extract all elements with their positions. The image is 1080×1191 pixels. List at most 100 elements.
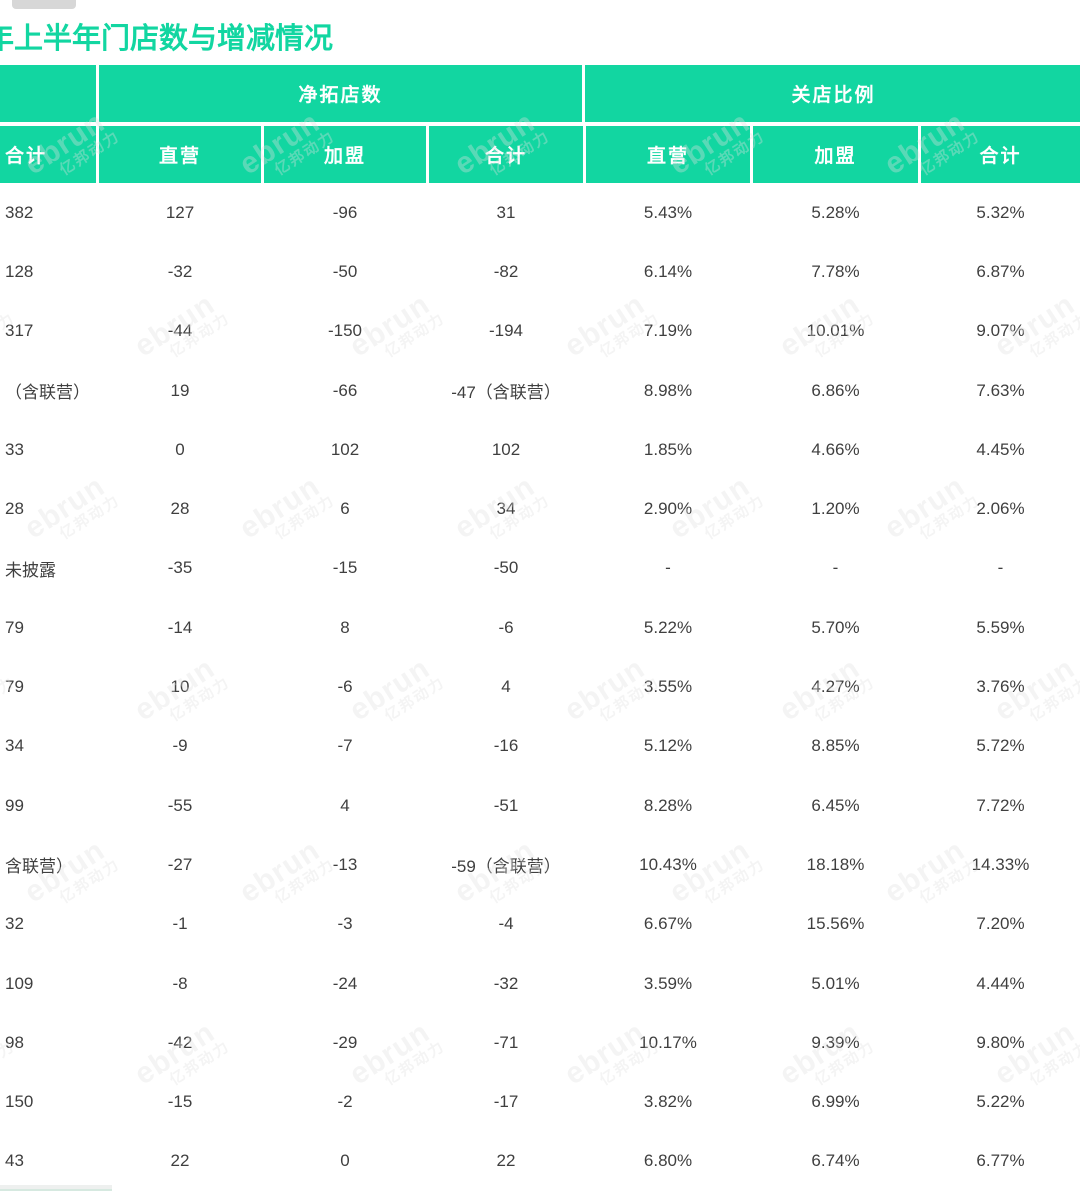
table-cell: -2 — [337, 1092, 353, 1112]
table-cell: -3 — [337, 914, 353, 934]
table-cell: （含联营） — [5, 383, 90, 403]
table-cell: 2.90% — [643, 499, 693, 519]
table-cell: 7.63% — [976, 380, 1025, 400]
table-cell: 0 — [175, 439, 185, 459]
table-cell: 5.32% — [976, 202, 1025, 222]
table-row: 79 -14 8 -6 5.22% 5.70% 5.59% — [0, 598, 1080, 657]
table-cell: 5.01% — [811, 973, 860, 993]
table-cell: 8.85% — [811, 736, 860, 756]
table-cell: 3.76% — [976, 677, 1025, 697]
table-cell: 98 — [5, 1032, 24, 1052]
table-cell: -59（含联营） — [451, 857, 561, 877]
table-cell: -32 — [493, 973, 519, 993]
table-cell: 150 — [5, 1092, 34, 1112]
table-cell: -82 — [493, 261, 519, 281]
subheader-net-total: 合计 — [429, 126, 583, 183]
table-cell: 14.33% — [971, 854, 1030, 874]
table-cell: 10.17% — [639, 1032, 697, 1052]
table-cell: 3.55% — [643, 677, 693, 697]
table-cell: -13 — [332, 854, 358, 874]
table-cell: -71 — [493, 1032, 519, 1052]
table-cell: 6.45% — [811, 795, 860, 815]
table-cell: -16 — [493, 736, 519, 756]
table-cell: -47（含联营） — [451, 383, 561, 403]
table-body: 382 127 -96 31 5.43% 5.28% 5.32% 128 -32 -50 -82 6.… — [0, 183, 1080, 1191]
subheader-net-franchise: 加盟 — [264, 126, 426, 183]
table-cell: 4.44% — [976, 973, 1025, 993]
table-row: 28 28 6 34 2.90% 1.20% 2.06% — [0, 479, 1080, 538]
table-cell: 22 — [170, 1151, 190, 1171]
table-cell: -96 — [332, 202, 358, 222]
subheader-total-left: 合计 — [0, 126, 96, 183]
table-cell: 128 — [5, 261, 34, 281]
table-cell: 109 — [5, 973, 34, 993]
table-cell: 6.67% — [643, 914, 693, 934]
table-cell: -55 — [167, 795, 193, 815]
table-row: 34 -9 -7 -16 5.12% 8.85% 5.72% — [0, 717, 1080, 776]
table-cell: 3.82% — [643, 1092, 693, 1112]
subheader-close-franchise: 加盟 — [753, 126, 918, 183]
table-cell: -66 — [332, 380, 358, 400]
bottom-edge-artifact — [0, 1185, 112, 1191]
table-cell: 317 — [5, 321, 34, 341]
table-cell: -50 — [332, 261, 358, 281]
header-group-net-expansion: 净拓店数 — [99, 65, 582, 122]
table-cell: 7.78% — [811, 261, 860, 281]
table-cell: -8 — [172, 973, 188, 993]
table-cell: 8.98% — [643, 380, 693, 400]
header-group-empty — [0, 65, 96, 122]
page-title: 年上半年门店数与增减情况 — [0, 23, 334, 55]
table-cell: 127 — [165, 202, 195, 222]
table-cell: -32 — [167, 261, 193, 281]
table-cell: 28 — [170, 499, 190, 519]
table-cell: -50 — [493, 558, 519, 578]
table-row: 含联营） -27 -13 -59（含联营） 10.43% 18.18% 14.33% — [0, 835, 1080, 894]
table-cell: -44 — [167, 321, 193, 341]
table-header-group-row: 净拓店数 关店比例 — [0, 65, 1080, 122]
table-cell: 9.07% — [976, 321, 1025, 341]
table-cell: 6.14% — [643, 261, 693, 281]
table-cell: 9.39% — [811, 1032, 860, 1052]
table-cell: 5.72% — [976, 736, 1025, 756]
table-cell: - — [665, 558, 671, 578]
table-cell: 22 — [496, 1151, 516, 1171]
table-cell: 5.70% — [811, 617, 860, 637]
table-subheader-row: 合计 直营 加盟 合计 直营 加盟 合计 — [0, 126, 1080, 183]
table-cell: -15 — [167, 1092, 193, 1112]
subheader-close-direct: 直营 — [586, 126, 750, 183]
table-cell: 43 — [5, 1151, 24, 1171]
store-table: 净拓店数 关店比例 合计 直营 加盟 合计 直营 加盟 合计 382 127 -96… — [0, 65, 1080, 1191]
table-row: 317 -44 -150 -194 7.19% 10.01% 9.07% — [0, 302, 1080, 361]
table-cell: 79 — [5, 617, 24, 637]
table-cell: 31 — [496, 202, 516, 222]
table-cell: - — [832, 558, 839, 578]
table-cell: 6.77% — [976, 1151, 1025, 1171]
table-cell: 6.99% — [811, 1092, 860, 1112]
table-cell: 28 — [5, 499, 24, 519]
table-cell: 79 — [5, 677, 24, 697]
table-cell: 33 — [5, 439, 24, 459]
table-cell: -15 — [332, 558, 358, 578]
table-cell: -150 — [327, 321, 363, 341]
table-cell: 7.19% — [643, 321, 693, 341]
table-cell: 4.27% — [811, 677, 860, 697]
table-row: 79 10 -6 4 3.55% 4.27% 3.76% — [0, 657, 1080, 716]
table-cell: -14 — [167, 617, 193, 637]
table-cell: -4 — [498, 914, 514, 934]
table-cell: 未披露 — [5, 560, 56, 580]
table-cell: 3.59% — [643, 973, 693, 993]
table-cell: 102 — [491, 439, 521, 459]
table-row: 33 0 102 102 1.85% 4.66% 4.45% — [0, 420, 1080, 479]
table-cell: 382 — [5, 202, 34, 222]
table-cell: 2.06% — [976, 499, 1025, 519]
table-cell: -27 — [167, 854, 193, 874]
table-row: 43 22 0 22 6.80% 6.74% 6.77% — [0, 1132, 1080, 1191]
table-cell: 6.86% — [811, 380, 860, 400]
table-row: （含联营） 19 -66 -47（含联营） 8.98% 6.86% 7.63% — [0, 361, 1080, 420]
table-cell: 5.12% — [643, 736, 693, 756]
